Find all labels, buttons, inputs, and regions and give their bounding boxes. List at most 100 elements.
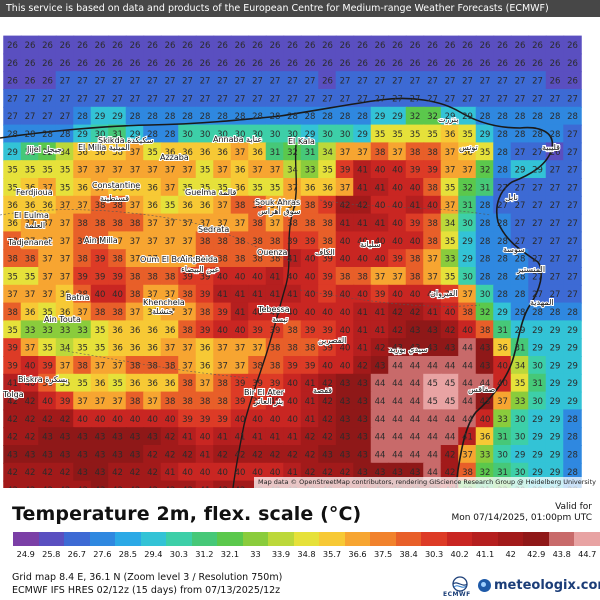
temperature-cell [545, 267, 565, 286]
map-attribution[interactable]: Map data © OpenStreetMap contributors, r… [254, 477, 600, 488]
temperature-value: 35 [270, 183, 281, 193]
temperature-cell [563, 71, 582, 90]
temperature-value: 37 [112, 237, 123, 247]
temperature-value: 29 [445, 112, 456, 122]
temperature-value: 26 [42, 77, 53, 87]
temperature-value: 37 [287, 201, 298, 211]
color-scale-tick: 41.1 [476, 549, 495, 559]
temperature-value: 27 [532, 148, 543, 158]
temperature-cell [3, 338, 22, 357]
temperature-cell [55, 142, 75, 162]
temperature-cell [388, 427, 407, 446]
temperature-cell [440, 106, 460, 126]
temperature-value: 37 [252, 344, 263, 354]
temperature-value: 27 [515, 201, 526, 211]
temperature-cell [545, 462, 565, 482]
temperature-cell [178, 302, 197, 322]
temperature-cell [388, 338, 407, 357]
temperature-cell [353, 391, 372, 411]
temperature-cell [213, 142, 232, 162]
temperature-cell [545, 356, 565, 375]
temperature-value: 26 [392, 41, 403, 51]
temperature-value: 32 [480, 468, 491, 478]
temperature-value: 37 [165, 290, 176, 300]
temperature-value: 36 [7, 201, 18, 211]
temperature-cell [405, 249, 425, 268]
temperature-value: 35 [42, 166, 53, 176]
place-label: المنستير [516, 265, 545, 274]
temperature-value: 38 [462, 468, 473, 478]
temperature-cell [90, 71, 110, 90]
temperature-cell [160, 213, 180, 233]
color-scale-swatch [115, 532, 141, 546]
temperature-cell [90, 124, 110, 144]
temperature-cell [423, 35, 442, 55]
temperature-value: 42 [287, 450, 298, 460]
temperature-value: 41 [270, 272, 281, 282]
temperature-value: 27 [147, 94, 158, 104]
temperature-cell [160, 89, 180, 108]
temperature-cell [353, 160, 372, 179]
temperature-cell [265, 53, 285, 73]
temperature-cell [545, 89, 565, 108]
temperature-cell [475, 445, 495, 464]
temperature-value: 37 [340, 183, 351, 193]
temperature-value: 27 [60, 94, 71, 104]
temperature-value: 38 [182, 290, 193, 300]
temperature-value: 32 [427, 112, 438, 122]
temperature-value: 26 [182, 41, 193, 51]
temperature-value: 41 [182, 433, 193, 443]
temperature-value: 28 [322, 112, 333, 122]
temperature-cell [143, 142, 162, 162]
temperature-value: 35 [445, 272, 456, 282]
temperature-cell [318, 373, 337, 393]
meteologix-logo[interactable]: meteologix.com [478, 576, 600, 594]
temperature-value: 26 [270, 59, 281, 69]
temperature-value: 31 [25, 148, 36, 158]
temperature-value: 28 [480, 237, 491, 247]
temperature-cell [195, 409, 215, 429]
temperature-value: 40 [340, 344, 351, 354]
temperature-value: 42 [322, 433, 333, 443]
place-label: قسنطينة [100, 194, 129, 203]
temperature-cell [230, 373, 250, 393]
temperature-value: 37 [182, 308, 193, 318]
temperature-cell [3, 302, 22, 322]
temperature-cell [493, 409, 512, 429]
temperature-cell [213, 427, 232, 446]
temperature-value: 28 [480, 219, 491, 229]
temperature-value: 37 [217, 361, 228, 371]
temperature-value: 29 [77, 130, 88, 140]
temperature-value: 35 [165, 201, 176, 211]
temperature-value: 45 [445, 379, 456, 389]
forecast-map[interactable]: 26 26 26 26 26 26 26 26 26 26 26 26 26 26 26 26 26 26 26 26… [0, 0, 600, 488]
temperature-cell [353, 124, 372, 144]
temperature-cell [178, 89, 197, 108]
temperature-value: 27 [567, 130, 578, 140]
temperature-value: 40 [305, 255, 316, 265]
temperature-cell [458, 409, 477, 429]
temperature-value: 26 [515, 41, 526, 51]
temperature-value: 41 [462, 433, 473, 443]
temperature-cell [108, 320, 127, 340]
temperature-value: 37 [112, 361, 123, 371]
ecmwf-logo-icon [452, 576, 468, 592]
temperature-cell [510, 284, 530, 304]
temperature-value: 42 [42, 415, 53, 425]
temperature-cell [160, 142, 180, 162]
temperature-cell [335, 231, 355, 251]
temperature-value: 37 [112, 397, 123, 407]
temperature-value: 40 [252, 308, 263, 318]
temperature-cell [370, 462, 390, 482]
temperature-cell [248, 106, 267, 126]
temperature-cell [73, 142, 92, 162]
temperature-cell [230, 302, 250, 322]
color-scale-swatch [38, 532, 65, 546]
temperature-value: 38 [410, 272, 421, 282]
temperature-cell [90, 142, 110, 162]
temperature-value: 37 [182, 344, 193, 354]
temperature-cell [143, 338, 162, 357]
temperature-cell [20, 284, 40, 304]
temperature-cell [370, 35, 390, 55]
temperature-value: 42 [270, 450, 281, 460]
